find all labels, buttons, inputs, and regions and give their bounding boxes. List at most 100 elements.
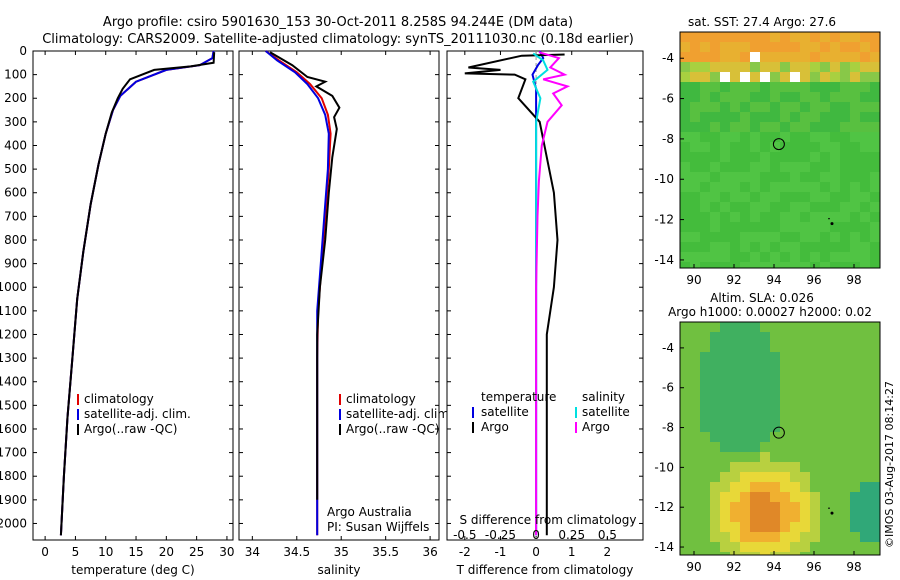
map-cell (810, 42, 821, 53)
map-cell (730, 162, 741, 173)
map-cell (800, 492, 811, 503)
map-cell (730, 52, 741, 63)
map-cell (850, 122, 861, 133)
map-cell (740, 432, 751, 443)
map-cell (710, 142, 721, 153)
map-cell (750, 262, 761, 269)
map-cell (770, 442, 781, 453)
sla-map-panel: 90 92 94 96 98 -4 -6 -8 -10 -12 -14 (654, 321, 881, 574)
map-cell (810, 242, 821, 253)
map-cell (830, 42, 841, 53)
map-cell (720, 262, 731, 269)
map-cell (730, 332, 741, 343)
map-cell (750, 32, 761, 43)
map-cell (810, 232, 821, 243)
map-cell (810, 462, 821, 473)
map-cell (710, 492, 721, 503)
map-cell (690, 252, 701, 263)
map-cell (700, 202, 711, 213)
map-cell (720, 212, 731, 223)
map-cell (860, 372, 871, 383)
map-cell (840, 82, 851, 93)
map-cell (810, 262, 821, 269)
map-cell (830, 52, 841, 63)
argo-position-marker (772, 138, 785, 151)
s-tick-label: -0.25 (485, 528, 516, 542)
map-cell (840, 452, 851, 463)
map-cell (800, 122, 811, 133)
map-cell (700, 532, 711, 543)
figure-title-line1: Argo profile: csiro 5901630_153 30-Oct-2… (103, 15, 573, 30)
map-cell (720, 372, 731, 383)
map-cell (800, 382, 811, 393)
map-cell (740, 372, 751, 383)
map-cell (710, 52, 721, 63)
map-cell (690, 492, 701, 503)
map-cell (820, 352, 831, 363)
map-cell (850, 462, 861, 473)
map-cell (720, 52, 731, 63)
map-cell (740, 92, 751, 103)
map-cell (870, 82, 881, 93)
s-tick-label: 0.5 (598, 528, 617, 542)
map-cell (680, 52, 691, 63)
map-cell (780, 472, 791, 483)
map-cell (690, 212, 701, 223)
map-cell (690, 162, 701, 173)
map-cell (760, 522, 771, 533)
y-tick-label: 1200 (0, 327, 27, 341)
map-cell (770, 142, 781, 153)
map-cell (810, 452, 821, 463)
map-cell (800, 352, 811, 363)
map-cell (850, 42, 861, 53)
map-cell (770, 402, 781, 413)
map-cell (740, 332, 751, 343)
map-cell (720, 322, 731, 333)
map-cell (820, 262, 831, 269)
map-cell (780, 322, 791, 333)
map-cell (830, 122, 841, 133)
map-cell (860, 112, 871, 123)
map-cell (820, 402, 831, 413)
map-cell (690, 152, 701, 163)
map-cell (820, 172, 831, 183)
map-cell (770, 92, 781, 103)
track-point (830, 511, 834, 515)
map-cell (760, 62, 771, 73)
map-cell (690, 182, 701, 193)
plot-frame (32, 50, 234, 541)
map-cell (810, 62, 821, 73)
map-cell (810, 352, 821, 363)
map-cell (870, 392, 881, 403)
map-cell (800, 322, 811, 333)
x-tick-label: 1 (568, 545, 576, 559)
map-cell (700, 522, 711, 533)
map-cell (770, 552, 781, 556)
map-cell (850, 142, 861, 153)
map-cell (800, 212, 811, 223)
map-cell (790, 462, 801, 473)
map-cell (860, 122, 871, 133)
map-cell (780, 482, 791, 493)
map-cell (850, 262, 861, 269)
map-cell (780, 132, 791, 143)
map-cell (700, 402, 711, 413)
map-cell (780, 112, 791, 123)
map-cell (680, 162, 691, 173)
map-cell (720, 362, 731, 373)
map-cell (740, 132, 751, 143)
map-cell (800, 372, 811, 383)
map-cell (800, 152, 811, 163)
map-cell (760, 222, 771, 233)
map-cell (760, 502, 771, 513)
map-cell (770, 492, 781, 503)
map-cell (760, 442, 771, 453)
map-cell (850, 372, 861, 383)
map-cell (760, 242, 771, 253)
map-cell (760, 212, 771, 223)
map-cell (740, 102, 751, 113)
map-cell (860, 482, 871, 493)
map-cell (850, 392, 861, 403)
map-cell (680, 222, 691, 233)
map-cell (810, 52, 821, 63)
